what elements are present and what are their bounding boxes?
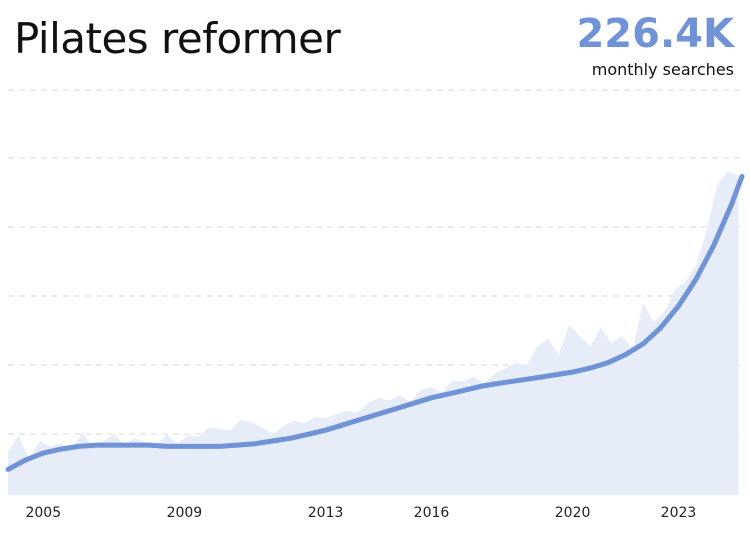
trend-line: [5, 173, 745, 472]
x-tick-label: 2016: [414, 505, 450, 521]
x-tick-label: 2005: [25, 505, 61, 521]
x-tick-label: 2013: [308, 505, 344, 521]
chart-title: Pilates reformer: [14, 14, 341, 63]
search-volume-area: [8, 171, 739, 495]
metric-block: 226.4K monthly searches: [576, 14, 734, 79]
x-tick-label: 2023: [661, 505, 697, 521]
x-tick-label: 2020: [555, 505, 591, 521]
x-tick-label: 2009: [167, 505, 203, 521]
metric-label: monthly searches: [591, 60, 734, 79]
metric-value: 226.4K: [576, 11, 734, 57]
